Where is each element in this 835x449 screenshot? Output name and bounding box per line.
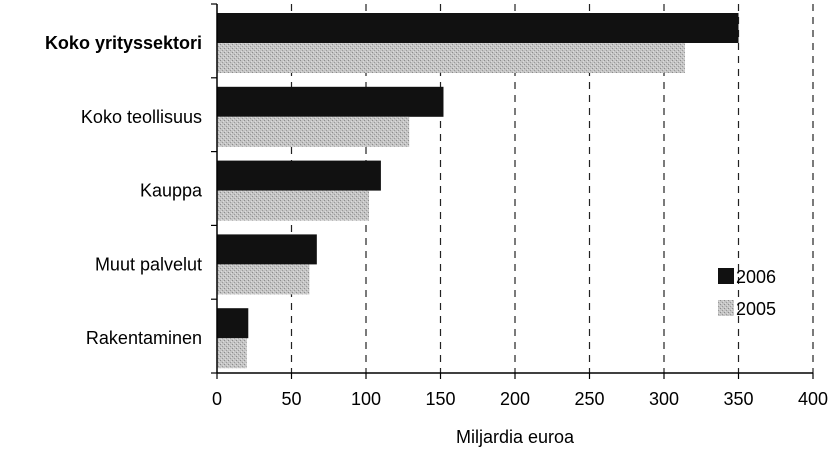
- x-tick-label: 150: [425, 389, 455, 409]
- bar-2006-4: [217, 308, 249, 339]
- bar-2006-1: [217, 86, 444, 117]
- x-tick-label: 200: [500, 389, 530, 409]
- bar-2005-4: [217, 338, 247, 369]
- legend-swatch-2006: [718, 268, 734, 284]
- category-label: Kauppa: [140, 181, 203, 201]
- bar-2006-0: [217, 13, 739, 43]
- bar-2005-3: [217, 264, 310, 295]
- x-tick-label: 0: [212, 389, 222, 409]
- bar-2006-3: [217, 234, 317, 265]
- bar-2006-2: [217, 160, 381, 191]
- category-label: Koko yrityssektori: [45, 33, 202, 53]
- bar-2005-1: [217, 116, 410, 147]
- x-tick-label: 400: [798, 389, 828, 409]
- x-tick-label: 50: [281, 389, 301, 409]
- bar-2005-0: [217, 43, 685, 73]
- bars: [217, 13, 739, 369]
- legend-swatch-2005: [718, 300, 734, 316]
- x-tick-label: 100: [351, 389, 381, 409]
- legend-label: 2005: [736, 299, 776, 319]
- x-tick-label: 350: [723, 389, 753, 409]
- x-tick-label: 300: [649, 389, 679, 409]
- category-label: Rakentaminen: [86, 328, 202, 348]
- category-label: Koko teollisuus: [81, 107, 202, 127]
- x-tick-label: 250: [574, 389, 604, 409]
- x-axis-title: Miljardia euroa: [456, 427, 575, 447]
- legend-label: 2006: [736, 267, 776, 287]
- bar-2005-2: [217, 190, 369, 221]
- legend: 2006 2005: [718, 267, 776, 319]
- labels: 0 50 100 150 200 250 300 350 400 Koko yrityssekto…: [45, 33, 828, 447]
- axes: [211, 3, 814, 379]
- category-label: Muut palvelut: [95, 254, 202, 274]
